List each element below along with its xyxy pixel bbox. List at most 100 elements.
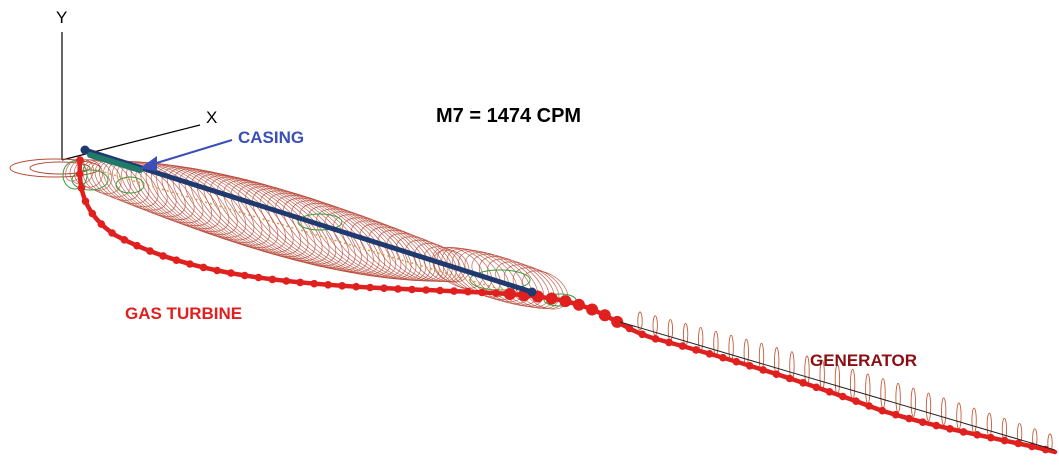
deflection-node: [88, 209, 97, 218]
orbit-ellipse: [216, 178, 337, 265]
deflection-node: [1028, 442, 1036, 451]
deflection-node: [812, 383, 821, 392]
deflection-node: [586, 303, 599, 316]
deflection-node: [366, 283, 374, 292]
generator-centerline: [619, 321, 1056, 451]
orbit-ellipse: [252, 188, 368, 272]
deflection-node: [76, 170, 84, 178]
generator-orbit: [925, 392, 932, 422]
deflection-node: [638, 330, 646, 339]
orbit-ellipse: [244, 186, 362, 271]
deflection-node: [120, 236, 129, 244]
generator-orbit: [865, 373, 871, 405]
deflection-node: [172, 256, 181, 265]
deflection-node: [598, 309, 611, 322]
orbit-ellipse: [324, 211, 417, 280]
casing-node: [527, 287, 537, 297]
generator-orbit: [637, 311, 643, 331]
generator-orbit: [986, 412, 992, 438]
casing-teal-segment: [87, 152, 143, 173]
deflection-node: [478, 288, 486, 297]
orbit-ellipse: [197, 173, 316, 259]
deflection-node: [133, 241, 141, 250]
deflection-node: [705, 350, 714, 358]
orbit-ellipse: [377, 229, 444, 282]
orbit-ellipse: [432, 246, 484, 289]
deflection-node: [492, 289, 500, 297]
orbit-ellipse: [464, 252, 532, 304]
deflection-node: [422, 286, 430, 294]
generator-label: GENERATOR: [810, 351, 918, 370]
orbit-ellipse: [359, 223, 436, 282]
deflection-node: [785, 374, 794, 383]
y-axis-label: Y: [56, 8, 68, 27]
orbit-ellipse: [414, 243, 462, 283]
deflection-node: [97, 220, 106, 228]
deflection-node: [352, 282, 360, 291]
deflection-node: [732, 357, 741, 366]
deflection-node: [464, 287, 472, 296]
orbit-ellipse: [178, 169, 294, 253]
orbit-ellipse: [223, 180, 343, 267]
generator-orbit: [880, 378, 886, 409]
generator-orbit: [941, 397, 947, 426]
deflection-node: [865, 402, 873, 410]
deflection-node: [545, 292, 558, 305]
deflection-node: [839, 392, 847, 401]
deflection-node: [772, 370, 781, 379]
orbit-ellipse: [386, 233, 449, 282]
orbit-ellipse: [69, 158, 94, 185]
deflection-node: [81, 197, 90, 206]
deflection-node: [199, 263, 208, 272]
deflection-node: [719, 353, 727, 362]
deflection-node: [1014, 439, 1023, 448]
deflection-node: [408, 285, 416, 294]
deflection-node: [76, 156, 84, 164]
deflection-node: [77, 184, 86, 192]
deflection-node: [380, 284, 388, 293]
casing-node: [80, 145, 90, 155]
deflection-node: [918, 418, 927, 427]
deflection-node: [878, 406, 887, 415]
deflection-node: [268, 275, 277, 284]
deflection-node: [759, 366, 767, 374]
generator-orbit: [895, 382, 901, 413]
orbit-ellipse: [307, 205, 407, 279]
deflection-node: [159, 252, 167, 260]
casing-label: CASING: [238, 128, 305, 147]
deflection-node: [436, 286, 444, 295]
orbit-ellipse: [275, 195, 386, 276]
orbit-ellipse: [283, 197, 391, 277]
deflection-node: [799, 379, 807, 387]
deflection-node: [324, 281, 332, 289]
green-orbit: [297, 213, 343, 231]
deflection-node: [852, 397, 860, 406]
deflection-nodes: [76, 156, 1050, 454]
deflection-node: [254, 273, 263, 282]
generator-orbit: [910, 387, 916, 417]
orbit-ellipse: [9, 158, 101, 178]
deflection-node: [745, 362, 754, 370]
green-orbit: [115, 176, 145, 194]
coordinate-axes: [61, 32, 201, 161]
deflection-node: [987, 433, 995, 442]
orbit-ellipse: [259, 190, 374, 273]
orbit-ellipse: [350, 220, 431, 281]
generator-orbit: [971, 407, 977, 434]
deflection-node: [891, 410, 900, 419]
deflection-node: [310, 279, 319, 288]
deflection-node: [611, 315, 624, 328]
deflection-node: [959, 428, 968, 436]
orbit-ellipse: [203, 175, 323, 261]
green-orbit: [62, 160, 88, 190]
deflection-node: [665, 338, 673, 347]
deflection-node: [394, 285, 402, 293]
deflection-node: [503, 288, 516, 300]
generator-orbit: [682, 323, 689, 347]
deflection-node: [213, 266, 221, 275]
generator-orbit: [713, 330, 719, 357]
generator-orbit: [956, 402, 962, 430]
x-axis: [61, 124, 201, 161]
generator-orbit: [698, 326, 704, 352]
